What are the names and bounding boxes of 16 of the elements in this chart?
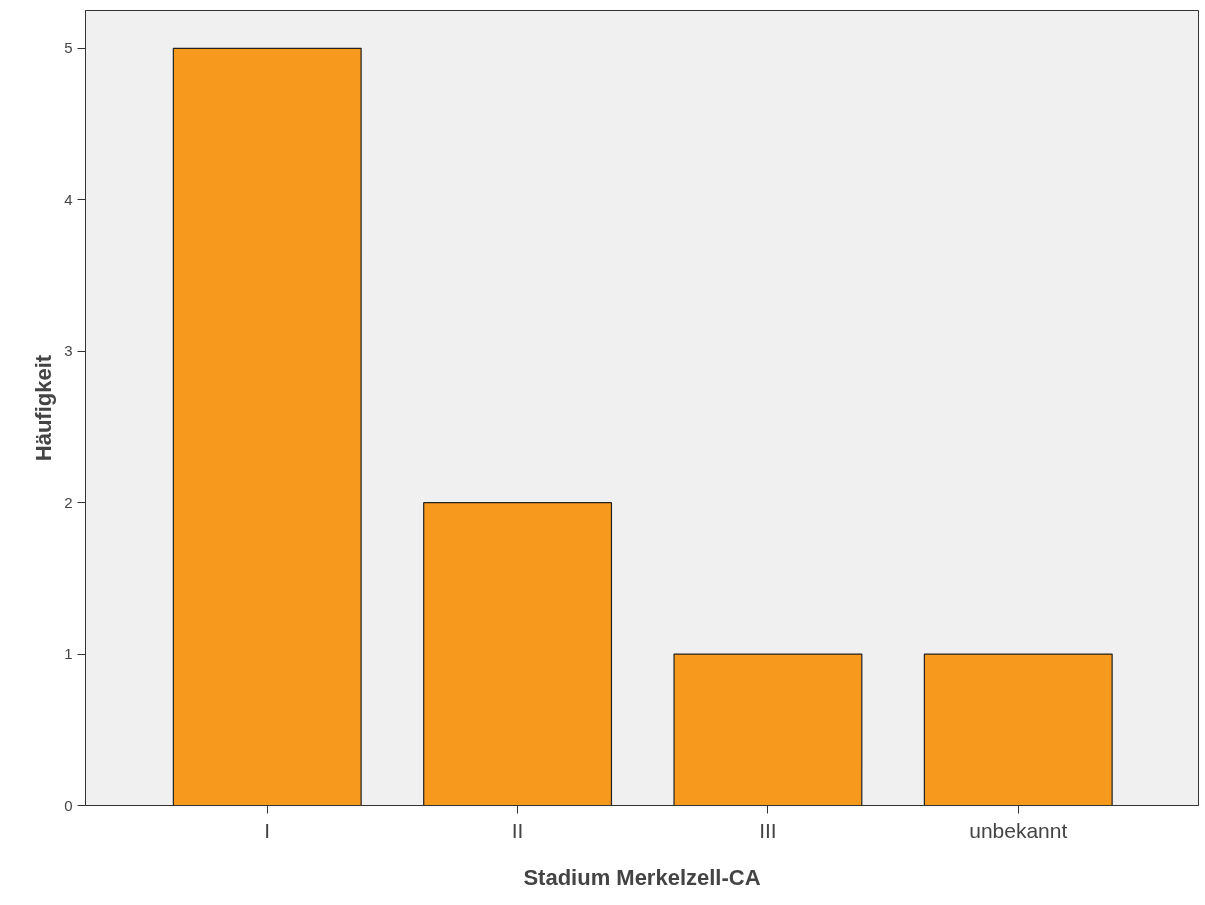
y-tick-label: 0 xyxy=(64,796,73,814)
bar xyxy=(673,653,863,806)
y-axis-title: Häufigkeit xyxy=(31,354,57,462)
bar xyxy=(923,653,1113,806)
y-tick-label: 3 xyxy=(64,342,73,360)
x-tick-label: III xyxy=(759,818,777,842)
y-tick-label: 2 xyxy=(64,493,73,511)
bar xyxy=(172,47,362,806)
x-tick-label: I xyxy=(264,818,271,842)
y-tick-label: 5 xyxy=(64,39,73,57)
y-tick-label: 4 xyxy=(64,190,73,208)
x-tick-label: II xyxy=(511,818,524,842)
y-tick-label: 1 xyxy=(64,645,73,663)
x-axis-title: Stadium Merkelzell-CA xyxy=(523,864,761,890)
bar xyxy=(423,502,613,806)
x-tick-label: unbekannt xyxy=(969,818,1068,842)
